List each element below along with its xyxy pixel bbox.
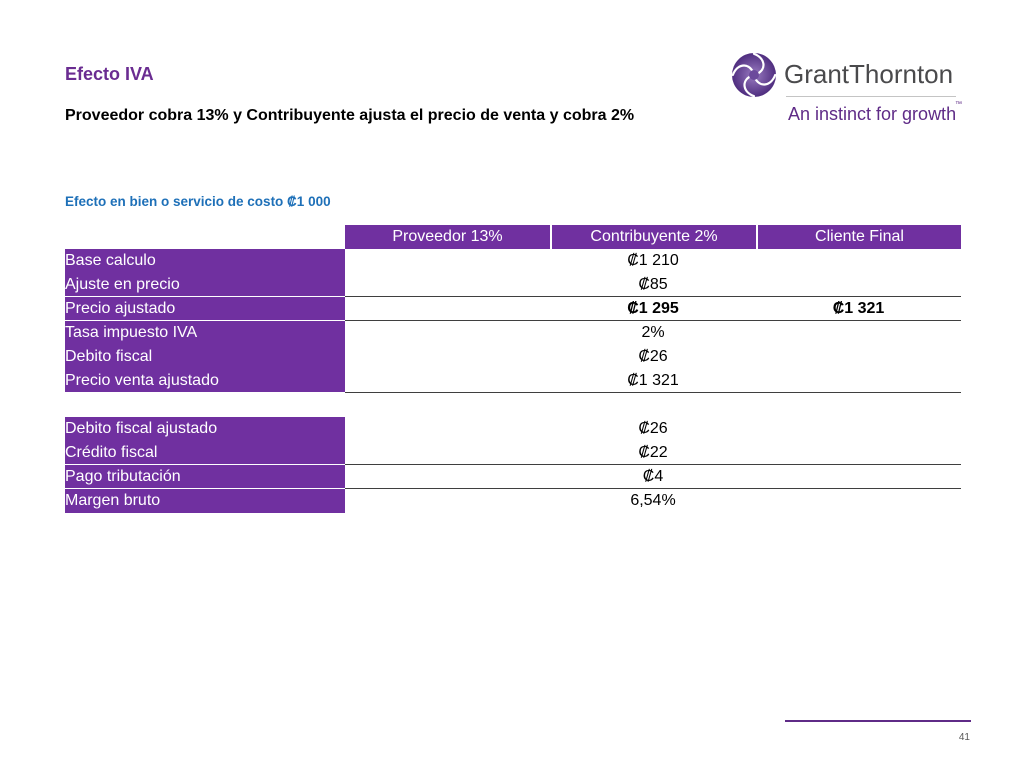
table-row: Base calculo ₡1 210: [65, 249, 961, 273]
row-label: Precio venta ajustado: [65, 369, 345, 393]
cell-contribuyente: ₡1 210: [627, 251, 679, 269]
cell-contribuyente: 2%: [641, 323, 665, 341]
cell-contribuyente: ₡26: [638, 347, 668, 365]
cell-cliente-final: ₡1 321: [756, 297, 961, 321]
cell-proveedor: [345, 297, 550, 321]
row-label: Margen bruto: [65, 489, 345, 513]
slide-title: Efecto IVA: [65, 64, 154, 84]
header-proveedor: Proveedor 13%: [345, 225, 550, 249]
cell-contribuyente: ₡4: [550, 465, 756, 489]
cell-contribuyente: ₡1 295: [550, 297, 756, 321]
row-label: Tasa impuesto IVA: [65, 321, 345, 345]
row-label: Precio ajustado: [65, 297, 345, 321]
cell-cliente-final: [756, 249, 961, 273]
cell-contribuyente: ₡85: [550, 273, 756, 297]
cell-cliente-final: [756, 345, 961, 369]
row-label: Base calculo: [65, 249, 345, 273]
table-row: Ajuste en precio ₡85: [65, 273, 961, 297]
cell-proveedor: [345, 345, 550, 369]
cell-proveedor: [345, 441, 550, 465]
cell-proveedor: [345, 465, 550, 489]
slide-subtitle: Proveedor cobra 13% y Contribuyente ajus…: [65, 107, 635, 124]
cell-proveedor: [345, 321, 550, 345]
cell-contribuyente: ₡1 321: [550, 369, 756, 393]
table-row: Margen bruto 6,54%: [65, 489, 961, 513]
cell-contribuyente: 6,54%: [630, 491, 676, 509]
section-label: Efecto en bien o servicio de costo ₡1 00…: [65, 194, 331, 209]
table-row: Crédito fiscal ₡22: [65, 441, 961, 465]
cell-cliente-final: [756, 321, 961, 345]
table-row: Debito fiscal ajustado ₡26: [65, 417, 961, 441]
footer-rule: [785, 720, 971, 722]
row-label: Crédito fiscal: [65, 441, 345, 465]
cell-cliente-final: [756, 273, 961, 297]
table-row: Debito fiscal ₡26: [65, 345, 961, 369]
header-cell-empty: [65, 225, 345, 249]
table-row: Precio venta ajustado ₡1 321: [65, 369, 961, 393]
cell-contribuyente: ₡22: [550, 441, 756, 465]
table-header-row: Proveedor 13% Contribuyente 2% Cliente F…: [65, 225, 961, 249]
row-label: Ajuste en precio: [65, 273, 345, 297]
cell-cliente-final: [756, 441, 961, 465]
row-label: Debito fiscal: [65, 345, 345, 369]
cell-proveedor: [345, 369, 550, 393]
spacer-row: [65, 393, 961, 417]
cell-contribuyente: ₡26: [638, 419, 668, 437]
cell-proveedor: [345, 273, 550, 297]
logo-divider: [786, 96, 956, 97]
table-row: Precio ajustado ₡1 295 ₡1 321: [65, 297, 961, 321]
cell-cliente-final: [756, 465, 961, 489]
vat-effect-table: Proveedor 13% Contribuyente 2% Cliente F…: [65, 225, 961, 513]
header-contribuyente: Contribuyente 2%: [550, 225, 756, 249]
cell-cliente-final: [756, 369, 961, 393]
page-number: 41: [958, 732, 970, 743]
table-row: Pago tributación ₡4: [65, 465, 961, 489]
row-label: Pago tributación: [65, 465, 345, 489]
cell-proveedor: [345, 417, 550, 441]
cell-cliente-final: [756, 417, 961, 441]
cell-cliente-final: [756, 489, 961, 513]
grant-thornton-swirl-icon: [731, 52, 777, 98]
table-row: Tasa impuesto IVA 2%: [65, 321, 961, 345]
cell-proveedor: [345, 489, 550, 513]
cell-proveedor: [345, 249, 550, 273]
header-cliente-final: Cliente Final: [756, 225, 961, 249]
row-label: Debito fiscal ajustado: [65, 417, 345, 441]
logo-tagline: An instinct for growth: [788, 104, 957, 124]
trademark-symbol: ™: [955, 101, 962, 108]
logo-wordmark: GrantThornton: [784, 59, 954, 89]
